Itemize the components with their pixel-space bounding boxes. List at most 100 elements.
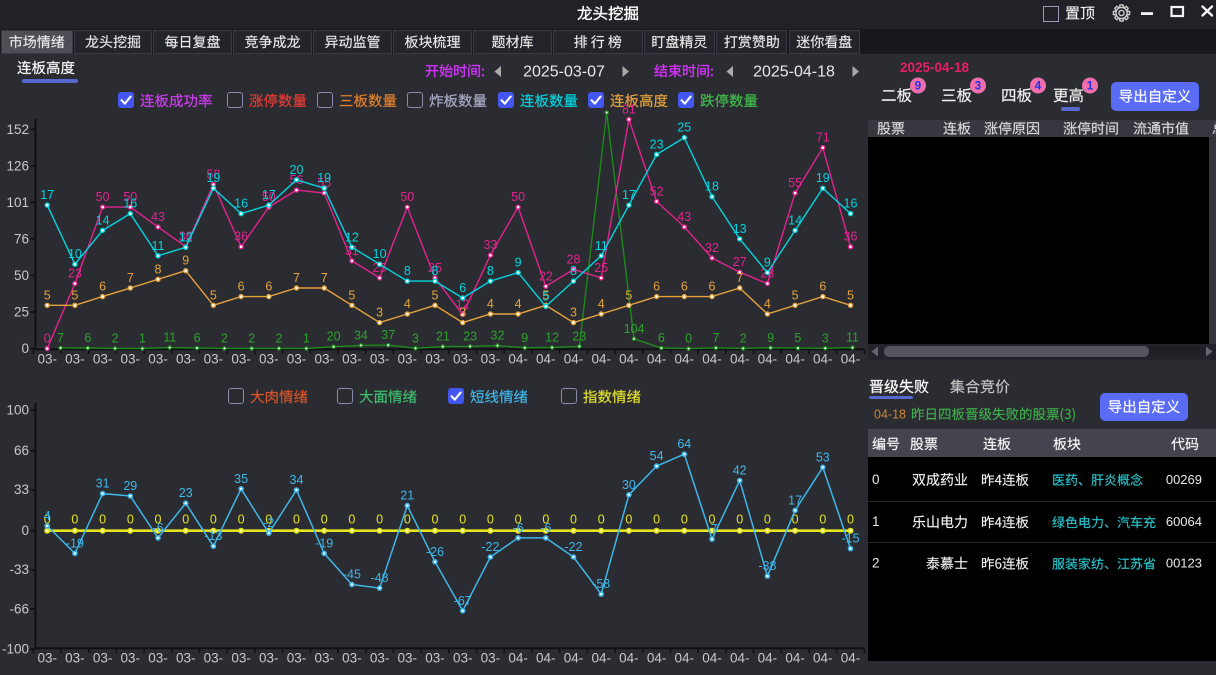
svg-text:4: 4 xyxy=(764,297,771,311)
svg-text:8: 8 xyxy=(487,264,494,278)
svg-text:50: 50 xyxy=(511,190,525,204)
svg-text:04-: 04- xyxy=(675,651,695,666)
svg-text:0: 0 xyxy=(681,513,688,527)
svg-text:-66: -66 xyxy=(9,601,29,616)
svg-text:20: 20 xyxy=(290,163,304,177)
svg-text:1: 1 xyxy=(139,332,146,346)
svg-text:22: 22 xyxy=(539,269,553,283)
svg-text:-67: -67 xyxy=(454,594,472,608)
svg-text:8: 8 xyxy=(404,264,411,278)
svg-text:03-: 03- xyxy=(231,651,251,666)
svg-text:16: 16 xyxy=(844,197,858,211)
svg-text:0: 0 xyxy=(570,513,577,527)
svg-text:04-: 04- xyxy=(536,352,556,367)
svg-text:3: 3 xyxy=(570,306,577,320)
svg-text:25: 25 xyxy=(14,305,29,320)
svg-text:2: 2 xyxy=(740,331,747,345)
svg-text:-7: -7 xyxy=(706,522,717,536)
svg-text:6: 6 xyxy=(709,280,716,294)
svg-text:12: 12 xyxy=(456,298,470,312)
svg-text:03-: 03- xyxy=(204,352,224,367)
svg-text:03-: 03- xyxy=(425,651,445,666)
svg-text:04-: 04- xyxy=(591,651,611,666)
svg-text:0: 0 xyxy=(872,472,880,487)
svg-text:-58: -58 xyxy=(592,577,610,591)
svg-text:6: 6 xyxy=(99,280,106,294)
svg-text:0: 0 xyxy=(542,513,549,527)
svg-text:-13: -13 xyxy=(204,529,222,543)
svg-text:11: 11 xyxy=(152,239,165,253)
svg-text:17: 17 xyxy=(788,493,802,507)
svg-text:12: 12 xyxy=(545,330,559,344)
svg-text:0: 0 xyxy=(764,513,771,527)
svg-text:03-: 03- xyxy=(231,352,251,367)
svg-text:04-: 04- xyxy=(647,352,667,367)
svg-text:2: 2 xyxy=(112,331,119,345)
svg-text:11: 11 xyxy=(163,331,176,345)
svg-text:4: 4 xyxy=(598,297,605,311)
svg-text:03-: 03- xyxy=(121,352,141,367)
svg-text:50: 50 xyxy=(400,190,414,204)
svg-text:0: 0 xyxy=(685,332,692,346)
svg-text:2: 2 xyxy=(221,331,228,345)
svg-text:27: 27 xyxy=(733,255,747,269)
svg-text:1: 1 xyxy=(1087,81,1094,93)
svg-text:25: 25 xyxy=(428,261,442,275)
svg-text:03-: 03- xyxy=(65,352,85,367)
svg-text:04-: 04- xyxy=(841,352,861,367)
svg-text:0: 0 xyxy=(44,332,51,346)
svg-text:3: 3 xyxy=(459,306,466,320)
svg-text:1: 1 xyxy=(872,514,880,529)
svg-text:7: 7 xyxy=(712,331,719,345)
svg-text:3: 3 xyxy=(975,81,981,93)
svg-text:0: 0 xyxy=(265,513,272,527)
svg-text:4: 4 xyxy=(404,297,411,311)
svg-text:9: 9 xyxy=(182,254,189,268)
svg-text:-6: -6 xyxy=(152,521,163,535)
svg-text:64: 64 xyxy=(677,437,691,451)
svg-text:21: 21 xyxy=(436,330,450,344)
svg-text:104: 104 xyxy=(624,322,645,336)
svg-text:03-: 03- xyxy=(176,352,196,367)
svg-text:4: 4 xyxy=(487,297,494,311)
svg-text:04-18: 04-18 xyxy=(874,408,906,422)
svg-text:2: 2 xyxy=(872,556,880,571)
svg-text:11: 11 xyxy=(595,239,608,253)
svg-text:-6: -6 xyxy=(540,521,551,535)
svg-text:6: 6 xyxy=(653,280,660,294)
svg-text:03-: 03- xyxy=(204,651,224,666)
svg-text:9: 9 xyxy=(767,331,774,345)
svg-text:60064: 60064 xyxy=(1166,514,1202,529)
svg-text:100: 100 xyxy=(6,403,29,418)
svg-text:0: 0 xyxy=(653,513,660,527)
svg-text:04-: 04- xyxy=(508,352,528,367)
svg-text:5: 5 xyxy=(792,288,799,302)
svg-text:19: 19 xyxy=(317,171,331,185)
svg-text:6: 6 xyxy=(238,280,245,294)
svg-text:50: 50 xyxy=(262,190,276,204)
svg-text:19: 19 xyxy=(816,171,830,185)
svg-text:0: 0 xyxy=(127,513,134,527)
svg-text:03-: 03- xyxy=(93,352,113,367)
svg-text:0: 0 xyxy=(487,513,494,527)
svg-text:10: 10 xyxy=(373,247,387,261)
svg-text:5: 5 xyxy=(432,288,439,302)
svg-text:14: 14 xyxy=(96,213,110,227)
svg-text:-6: -6 xyxy=(513,521,524,535)
svg-text:50: 50 xyxy=(123,190,137,204)
svg-text:2025-03-07: 2025-03-07 xyxy=(523,64,605,81)
svg-text:00269: 00269 xyxy=(1166,472,1202,487)
svg-text:54: 54 xyxy=(650,449,664,463)
svg-text:04-: 04- xyxy=(813,651,833,666)
svg-text:0: 0 xyxy=(348,513,355,527)
svg-text:17: 17 xyxy=(262,188,276,202)
svg-text:-45: -45 xyxy=(343,568,361,582)
svg-text:6: 6 xyxy=(84,331,91,345)
svg-text:33: 33 xyxy=(14,482,29,497)
svg-text:03-: 03- xyxy=(65,651,85,666)
svg-text:31: 31 xyxy=(345,244,359,258)
svg-text:5: 5 xyxy=(44,288,51,302)
svg-text:0: 0 xyxy=(404,513,411,527)
svg-text:6: 6 xyxy=(658,331,665,345)
svg-text:55: 55 xyxy=(788,176,802,190)
